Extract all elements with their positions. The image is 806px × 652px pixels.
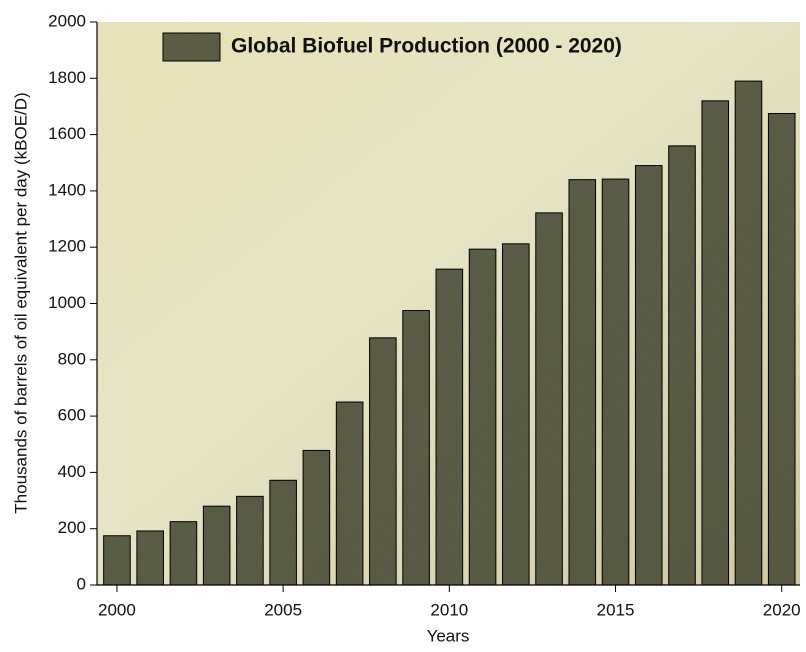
y-tick-label: 1600 [48, 124, 86, 143]
bar [734, 80, 763, 586]
x-tick-label: 2010 [430, 600, 468, 619]
y-tick-label: 600 [58, 406, 86, 425]
bar [767, 112, 796, 586]
bar [701, 100, 730, 586]
bar [668, 145, 696, 586]
bar [369, 337, 397, 586]
bar [335, 401, 364, 586]
y-axis-title: Thousands of barrels of oil equivalent p… [11, 92, 30, 513]
y-tick-label: 400 [58, 462, 86, 481]
y-tick-label: 200 [58, 518, 86, 537]
bar [502, 243, 530, 586]
y-tick-label: 0 [77, 574, 86, 593]
x-axis-title: Years [427, 626, 470, 645]
bar [302, 449, 331, 586]
bar [601, 178, 630, 586]
legend-label: Global Biofuel Production (2000 - 2020) [231, 35, 622, 58]
x-tick-label: 2020 [763, 600, 801, 619]
bar [468, 248, 497, 586]
bar [634, 165, 663, 586]
bar [269, 479, 297, 586]
bar [535, 212, 563, 586]
bar [435, 268, 464, 586]
y-tick-label: 1800 [48, 68, 86, 87]
y-tick-label: 1000 [48, 293, 86, 312]
bar [169, 521, 198, 586]
bar [103, 535, 131, 586]
y-tick-label: 2000 [48, 11, 86, 30]
bar [568, 179, 597, 586]
bar [402, 310, 430, 586]
bar [202, 505, 231, 586]
x-tick-label: 2005 [264, 600, 302, 619]
x-tick-label: 2015 [597, 600, 635, 619]
legend-swatch [162, 32, 221, 62]
y-tick-label: 800 [58, 349, 86, 368]
bar [136, 530, 164, 586]
y-tick-label: 1400 [48, 180, 86, 199]
bar [236, 495, 264, 586]
x-tick-label: 2000 [98, 600, 136, 619]
y-tick-label: 1200 [48, 237, 86, 256]
